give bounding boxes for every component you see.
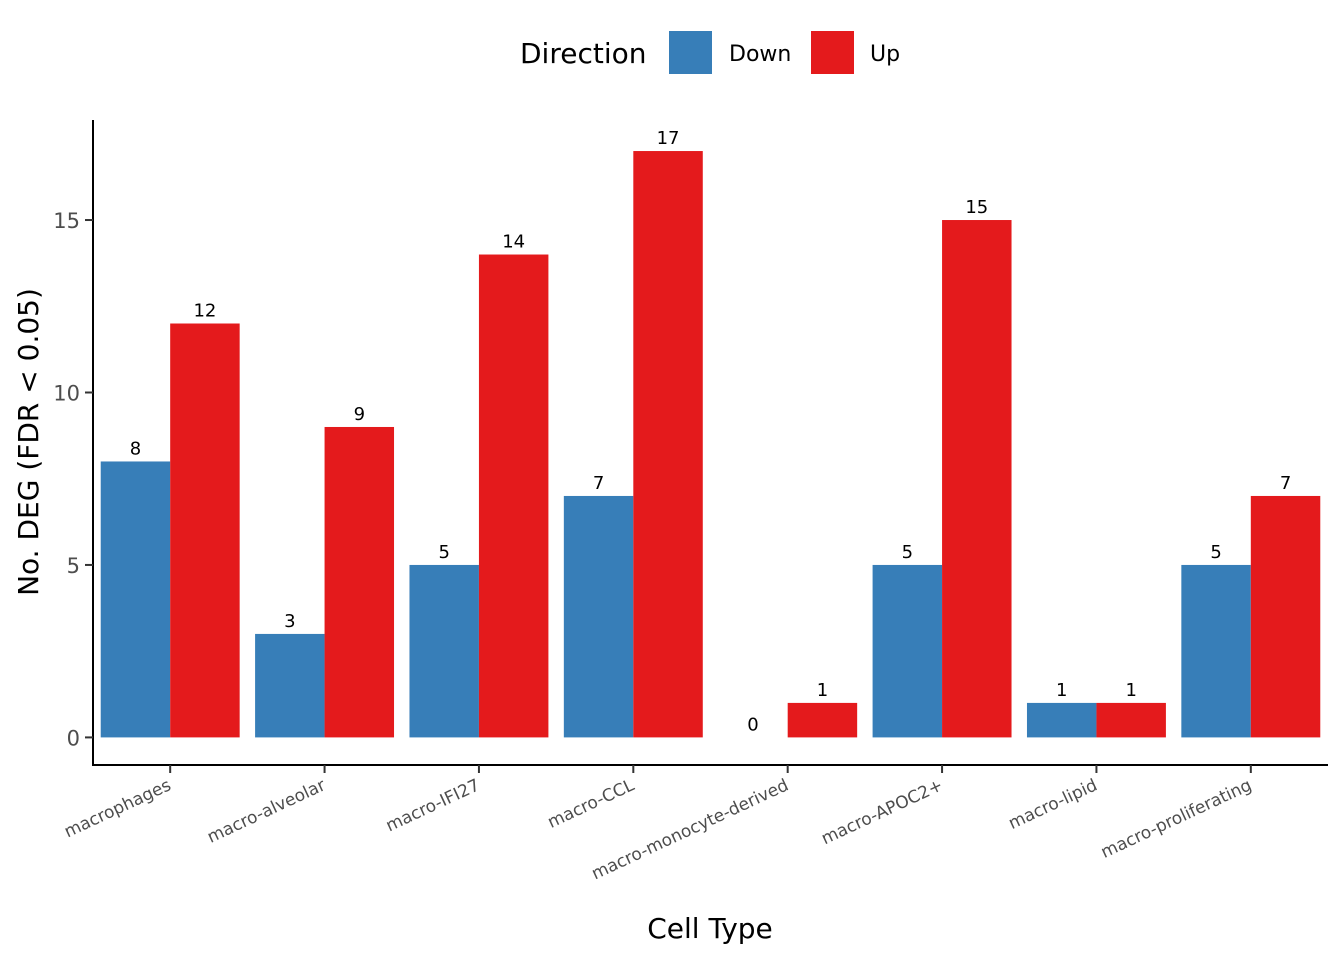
bar-down-2 (409, 564, 479, 738)
x-ticks: macrophages macro-alveolar macro-IFI27 macr… (61, 765, 1255, 884)
bar-label-down-3: 7 (593, 473, 604, 494)
bar-up-3 (633, 151, 703, 738)
bar-down-3 (563, 495, 634, 738)
bar-up-2 (478, 254, 549, 738)
x-tick-label-1: macro-alveolar (204, 775, 328, 847)
legend-swatch-up (811, 31, 854, 74)
bar-label-up-2: 14 (502, 232, 525, 253)
y-tick-label-0: 0 (67, 726, 80, 750)
bar-up-6 (1096, 702, 1166, 738)
bar-label-down-6: 1 (1056, 680, 1067, 701)
x-tick-label-6: macro-lipid (1006, 775, 1101, 834)
y-tick-label-15: 15 (53, 209, 80, 233)
x-tick-label-0: macrophages (61, 775, 174, 842)
bar-up-7 (1250, 495, 1321, 738)
y-tick-label-10: 10 (53, 381, 80, 405)
bar-label-down-0: 8 (130, 438, 141, 459)
legend-title: Direction (520, 37, 647, 70)
bar-label-down-4: 0 (747, 714, 758, 735)
bar-down-1 (255, 633, 325, 738)
bar-label-up-3: 17 (657, 128, 680, 149)
bar-up-1 (324, 426, 395, 738)
bar-label-up-4: 1 (817, 680, 828, 701)
bar-down-7 (1181, 564, 1251, 738)
bars (100, 151, 1321, 738)
legend-label-up: Up (870, 42, 900, 67)
bar-down-5 (872, 564, 943, 738)
y-ticks: 0 5 10 15 (53, 209, 93, 750)
bar-up-0 (170, 323, 240, 738)
bar-down-0 (100, 461, 171, 738)
bar-label-down-5: 5 (902, 542, 913, 563)
bar-label-up-5: 15 (965, 197, 988, 218)
y-axis-title: No. DEG (FDR < 0.05) (12, 288, 45, 596)
bar-label-down-7: 5 (1210, 542, 1221, 563)
x-axis-title: Cell Type (647, 912, 773, 945)
x-tick-label-7: macro-proliferating (1098, 775, 1255, 862)
legend-swatch-down (669, 31, 712, 74)
bar-up-5 (942, 220, 1012, 738)
bar-label-down-1: 3 (284, 611, 295, 632)
x-tick-label-5: macro-APOC2+ (818, 775, 946, 849)
x-tick-label-2: macro-IFI27 (383, 775, 483, 836)
x-tick-label-3: macro-CCL (545, 775, 638, 833)
legend-label-down: Down (729, 42, 791, 67)
bar-label-down-2: 5 (438, 542, 449, 563)
bar-down-6 (1026, 702, 1097, 738)
legend: Direction Down Up (520, 31, 900, 74)
bar-label-up-0: 12 (193, 301, 216, 322)
bar-label-up-7: 7 (1280, 473, 1291, 494)
y-tick-label-5: 5 (67, 554, 80, 578)
bar-up-4 (787, 702, 858, 738)
legend-items: Down Up (669, 31, 900, 74)
bar-label-up-6: 1 (1125, 680, 1136, 701)
bar-label-up-1: 9 (354, 404, 365, 425)
